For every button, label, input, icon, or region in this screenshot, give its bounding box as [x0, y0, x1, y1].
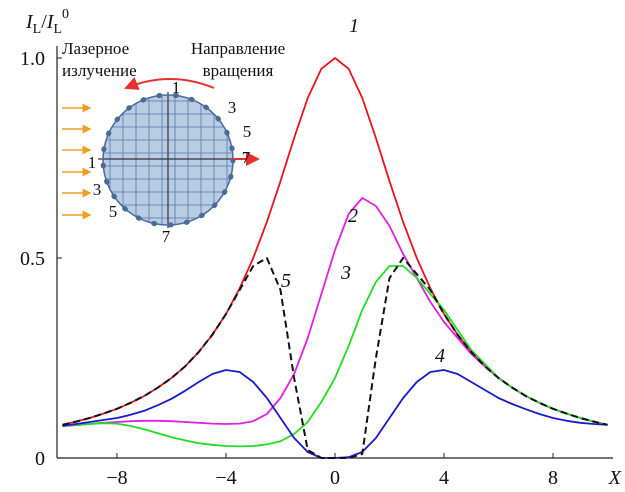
y-axis-label-part: I: [25, 11, 34, 33]
y-axis-label-part: /: [41, 11, 47, 33]
inset-number: 3: [228, 98, 237, 117]
x-tick-label: 4: [439, 467, 449, 489]
x-tick-label: −8: [106, 467, 127, 489]
inset-number: 1: [88, 153, 97, 172]
laser-arrows: [62, 103, 92, 220]
laser-label: излучение: [62, 61, 137, 80]
series-label: 2: [348, 205, 358, 227]
y-tick-label: 0: [35, 448, 45, 470]
y-axis-label-part: L: [33, 22, 42, 37]
rotation-label: вращения: [203, 61, 274, 80]
rotation-label: Направление: [191, 39, 285, 58]
inset-diagram: [62, 76, 260, 228]
inset-number: 5: [109, 202, 118, 221]
x-axis-label: X: [608, 467, 622, 489]
series-label: 3: [340, 262, 351, 284]
y-axis-label-part: I: [46, 11, 55, 33]
inset-number: 7: [242, 148, 251, 167]
inset-number: 3: [93, 180, 102, 199]
x-tick-label: 0: [330, 467, 340, 489]
y-tick-label: 1.0: [20, 48, 45, 70]
series-line: [62, 369, 608, 459]
x-tick-label: 8: [548, 467, 558, 489]
y-axis-label: IL/IL0: [25, 7, 69, 37]
rotation-arrow: [124, 76, 215, 90]
series-line: [62, 265, 608, 448]
series-label: 5: [281, 270, 291, 292]
series-label: 4: [435, 345, 445, 367]
series-line: [62, 257, 608, 459]
inset-number: 5: [243, 122, 252, 141]
y-axis-label-part: 0: [62, 7, 69, 22]
x-tick-label: −4: [215, 467, 236, 489]
series-line: [62, 197, 608, 427]
y-tick-label: 0.5: [20, 248, 45, 270]
y-axis-label-part: L: [53, 22, 62, 37]
inset-number: 7: [162, 227, 171, 246]
series-label: 1: [349, 15, 359, 37]
inset-number: 1: [172, 78, 181, 97]
laser-label: Лазерное: [62, 39, 129, 58]
